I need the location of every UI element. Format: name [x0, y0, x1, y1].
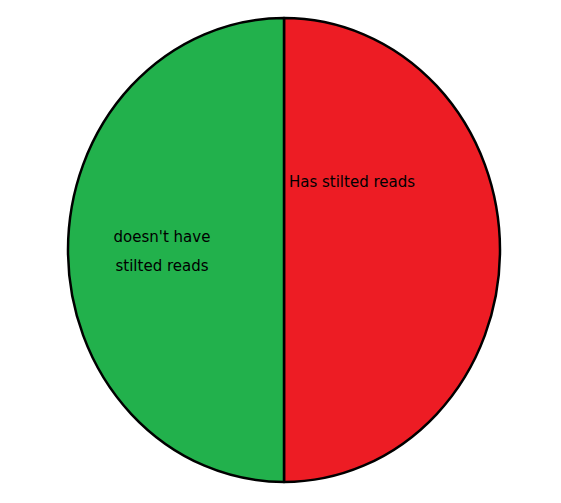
slices: [68, 18, 500, 482]
slice-label: Has stilted reads: [289, 173, 415, 191]
chart-container: Has stilted reads doesn't have stilted rea…: [0, 0, 561, 503]
slice-label-line: doesn't have: [114, 227, 211, 245]
slice-label-line: Has stilted reads: [289, 173, 415, 191]
labels: Has stilted reads doesn't have stilted rea…: [114, 173, 416, 275]
pie-slice: [284, 18, 500, 482]
slice-label-line: stilted reads: [115, 256, 208, 274]
slice-label: doesn't have stilted reads: [114, 227, 211, 274]
pie-chart: Has stilted reads doesn't have stilted rea…: [0, 0, 561, 503]
pie-slice: [68, 18, 284, 482]
